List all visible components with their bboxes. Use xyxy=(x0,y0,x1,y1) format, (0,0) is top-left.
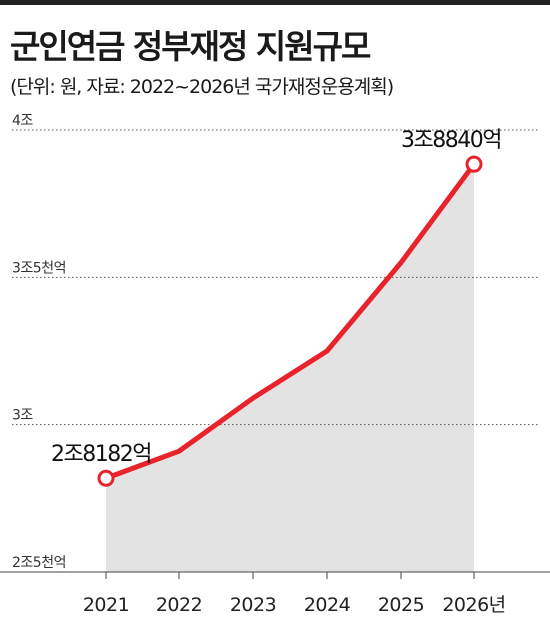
area-fill xyxy=(106,164,474,572)
y-tick-label: 4조 xyxy=(12,113,33,129)
y-tick-label: 3조 xyxy=(12,408,33,424)
data-label: 3조8840억 xyxy=(401,128,501,153)
data-label: 2조8182억 xyxy=(51,442,151,467)
top-rule xyxy=(0,0,550,5)
x-tick-label: 2023 xyxy=(230,594,276,616)
chart-subtitle: (단위: 원, 자료: 2022~2026년 국가재정운용계획) xyxy=(10,76,394,98)
y-tick-label: 3조5천억 xyxy=(12,260,66,276)
data-point-2024 xyxy=(325,349,329,353)
x-tick-label: 2022 xyxy=(156,594,202,616)
x-tick-label: 2026년 xyxy=(442,594,505,616)
y-tick-label: 2조5천억 xyxy=(12,555,66,571)
x-tick-label: 2021 xyxy=(83,594,129,616)
series-line xyxy=(103,161,477,481)
data-point-2025 xyxy=(399,260,403,265)
data-point-2022 xyxy=(177,449,181,454)
endpoint-marker xyxy=(465,155,483,173)
chart-title: 군인연금 정부재정 지원규모 xyxy=(10,27,371,66)
x-tick-label: 2024 xyxy=(304,594,351,616)
x-tick-label: 2025 xyxy=(378,594,424,616)
data-point-2023 xyxy=(251,396,255,401)
endpoint-marker xyxy=(97,469,115,487)
